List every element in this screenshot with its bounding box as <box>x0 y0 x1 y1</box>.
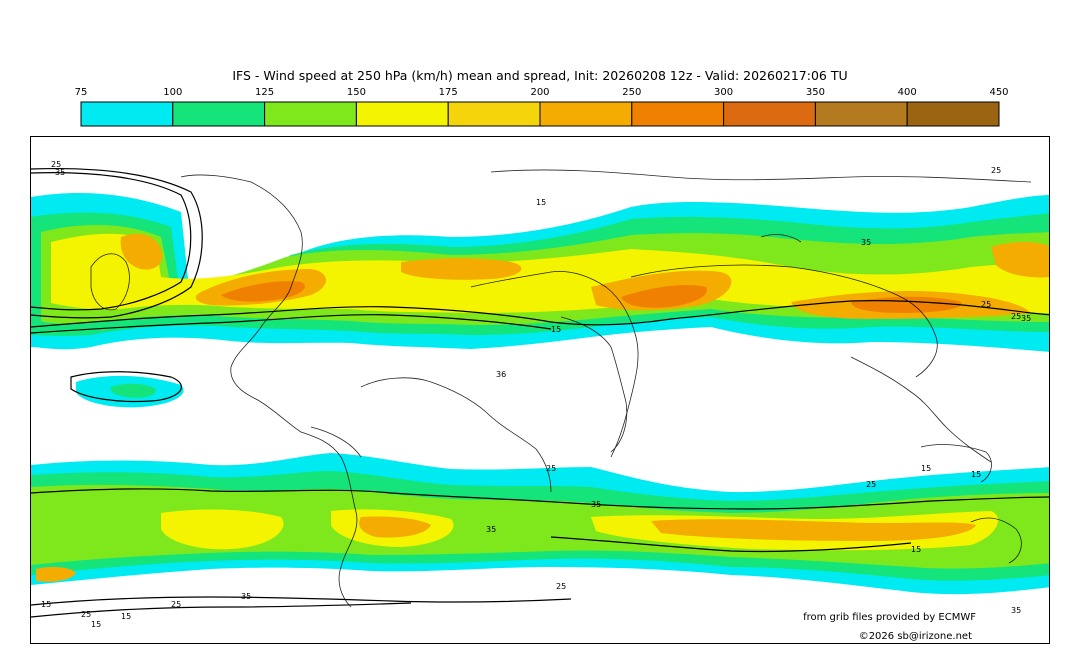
sh-jet-core-2 <box>359 516 431 538</box>
spread-contour-label: 35 <box>1011 606 1021 615</box>
sh-jet-core <box>651 519 976 541</box>
colorbar-swatch <box>355 101 449 127</box>
spread-contour-label: 15 <box>41 600 51 609</box>
colorbar-tick-label: 250 <box>622 87 641 98</box>
nh-jet-core-3 <box>221 281 305 302</box>
colorbar-tick-label: 100 <box>163 87 182 98</box>
colorbar-swatch <box>80 101 174 127</box>
nh-jet-core-1 <box>120 233 163 270</box>
colorbar-tick-label: 350 <box>806 87 825 98</box>
spread-contour-label: 15 <box>911 545 921 554</box>
spread-contour-label: 35 <box>486 525 496 534</box>
spread-contour-label: 15 <box>91 620 101 629</box>
colorbar-tick-label: 400 <box>898 87 917 98</box>
spread-contour-label: 25 <box>546 464 556 473</box>
spread-contour-label: 15 <box>536 198 546 207</box>
spread-contour-label: 36 <box>496 370 506 379</box>
spread-contour-label: 25 <box>171 600 181 609</box>
spread-contour-label: 15 <box>921 464 931 473</box>
nh-jet-core-9 <box>991 242 1049 278</box>
wind-speed-colorbar: 75 100 125 150 175 200 250 300 350 400 450 <box>75 87 1009 127</box>
spread-contour-label: 35 <box>861 238 871 247</box>
spread-contour-label: 15 <box>551 325 561 334</box>
nh-jet-core-4 <box>401 258 522 280</box>
spread-contour-label: 25 <box>981 300 991 309</box>
colorbar-tick-label: 75 <box>75 87 88 98</box>
colorbar-swatch <box>447 101 541 127</box>
nh-jet-core-6 <box>621 285 707 308</box>
map-title: IFS - Wind speed at 250 hPa (km/h) mean … <box>232 68 848 83</box>
spread-contour-label: 35 <box>591 500 601 509</box>
colorbar-swatch <box>264 101 357 127</box>
wind-speed-shading <box>31 193 1049 595</box>
colorbar-swatch <box>172 101 266 127</box>
spread-contour-label: 35 <box>1021 314 1031 323</box>
colorbar-swatch <box>906 101 1000 127</box>
spread-contour-label: 35 <box>241 592 251 601</box>
source-credit: from grib files provided by ECMWF <box>803 612 976 623</box>
spread-contour-label: 15 <box>121 612 131 621</box>
colorbar-tick-label: 450 <box>989 87 1008 98</box>
spread-contour-label: 15 <box>971 470 981 479</box>
colorbar-swatch <box>631 101 725 127</box>
copyright-credit: ©2026 sb@irizone.net <box>858 631 972 642</box>
spread-contour-label: 35 <box>55 168 65 177</box>
colorbar-swatch <box>723 101 816 127</box>
colorbar-swatch <box>814 101 908 127</box>
coastlines <box>90 169 1032 608</box>
spread-contour-label: 25 <box>556 582 566 591</box>
world-map: 25 35 15 25 35 25 15 25 35 36 15 25 15 25 35 35 15 35 25 15… <box>30 136 1050 644</box>
spread-contour-label: 25 <box>991 166 1001 175</box>
colorbar-tick-label: 125 <box>255 87 274 98</box>
pacific-jet-blob-inner <box>110 383 156 398</box>
colorbar-tick-label: 150 <box>347 87 366 98</box>
colorbar-swatch <box>539 101 633 127</box>
colorbar-tick-label: 300 <box>714 87 733 98</box>
spread-contour-label: 25 <box>1011 312 1021 321</box>
spread-contours <box>31 168 1049 618</box>
colorbar-tick-label: 200 <box>530 87 549 98</box>
spread-contour-label: 25 <box>51 160 61 169</box>
spread-contour-label: 25 <box>81 610 91 619</box>
colorbar-tick-label: 175 <box>439 87 458 98</box>
spread-contour-label: 25 <box>866 480 876 489</box>
sh-jet-blob-w <box>36 566 76 582</box>
sh-jet-band-150 <box>161 509 284 550</box>
